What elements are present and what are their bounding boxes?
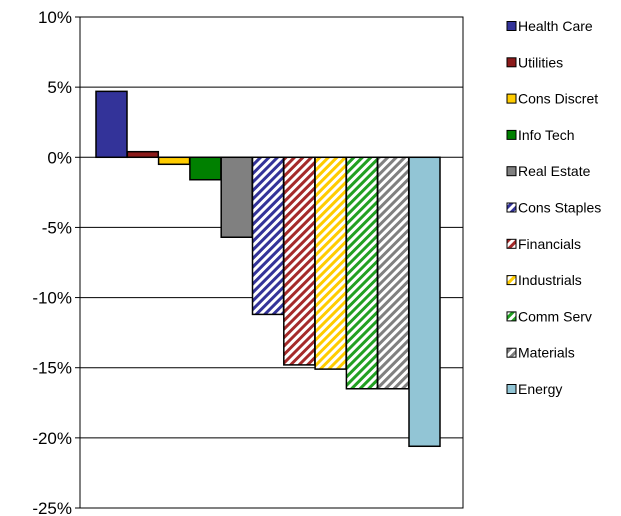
y-axis-ticks: 10% 5% 0% -5% -10% -15% -20% -25% [32,8,80,516]
bar-info-tech [189,156,222,181]
bar-comm-serv [345,156,379,390]
legend-label: Energy [518,381,562,397]
legend-swatch [506,275,517,286]
legend-swatch [506,57,517,68]
bar-materials [376,156,410,390]
legend-label: Financials [518,236,581,252]
bar-health-care [95,90,128,159]
legend-label: Industrials [518,272,582,288]
legend-label: Real Estate [518,163,591,179]
y-tick-label: 0% [47,148,72,167]
bar-financials [283,156,316,366]
y-tick-label: -25% [32,499,72,516]
y-tick-label: -5% [42,218,72,237]
bar-cons-staples [251,156,285,316]
y-tick-label: -20% [32,429,72,448]
legend-swatch [506,21,517,31]
y-tick-label: -10% [32,289,72,308]
y-tick-label: 5% [47,78,72,97]
legend-swatch [506,311,517,322]
legend-label: Utilities [518,54,563,70]
legend-swatch [506,166,517,177]
legend-label: Comm Serv [518,308,592,324]
legend-swatch [506,129,517,140]
legend-label: Materials [518,345,575,361]
legend: Health Care Utilities Cons Discret Info Tec… [506,18,601,397]
legend-swatch [506,347,517,358]
bar-utilities [126,150,160,159]
legend-swatch [506,93,517,104]
y-tick-label: -15% [32,359,72,378]
y-tick-label: 10% [38,8,72,27]
legend-label: Cons Discret [518,91,598,107]
bar-industrials [314,156,347,370]
legend-swatch [506,238,517,249]
bar-real-estate [220,156,253,238]
legend-label: Health Care [518,18,593,34]
bars [95,90,441,448]
legend-label: Info Tech [518,127,575,143]
bar-cons-discret [157,156,191,166]
legend-swatch [506,202,517,213]
bar-energy [408,156,441,448]
legend-swatch [506,384,517,394]
legend-label: Cons Staples [518,200,601,216]
